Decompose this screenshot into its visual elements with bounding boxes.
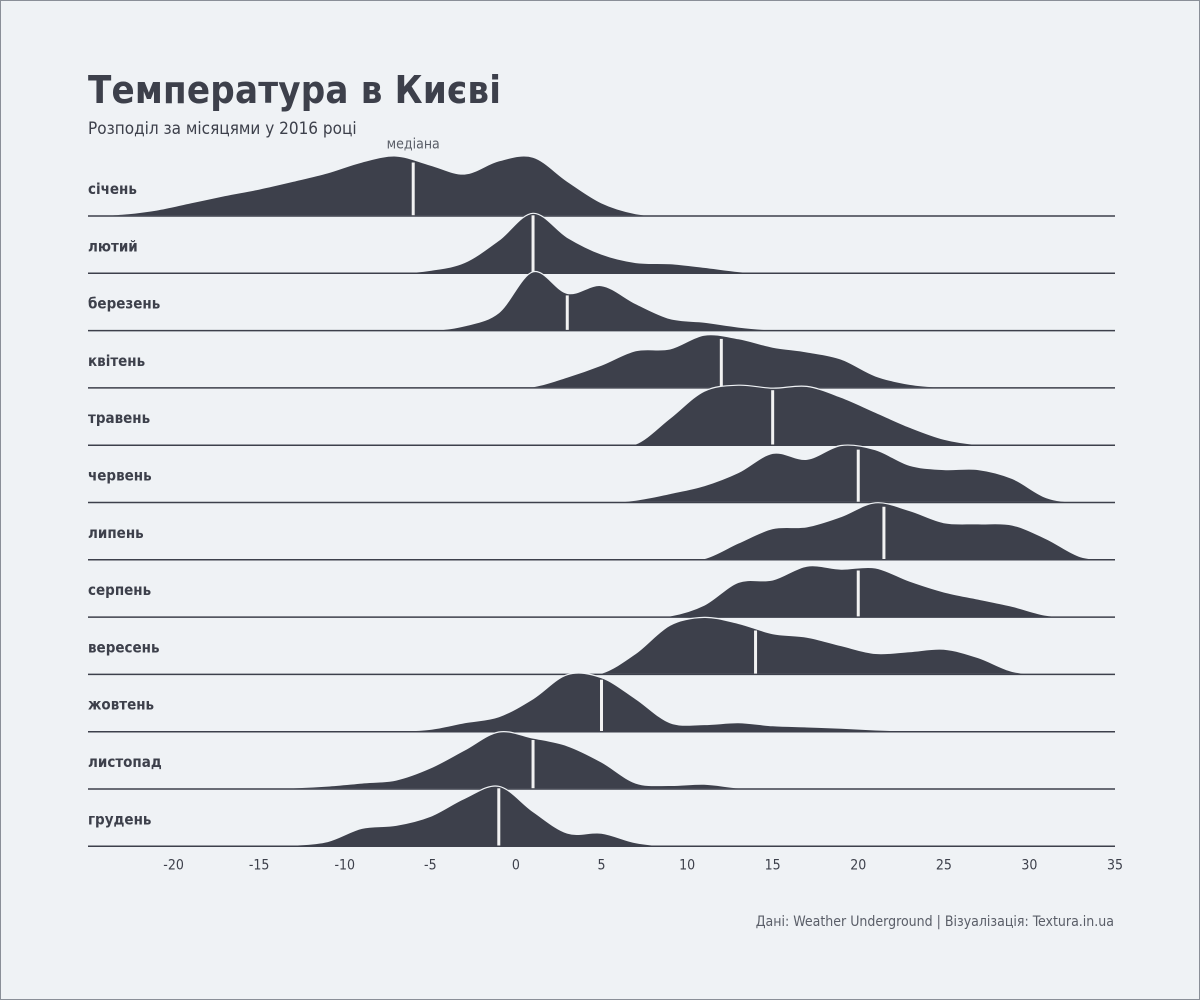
source-caption: Дані: Weather Underground | Візуалізація… bbox=[755, 914, 1114, 930]
x-tick-label: -20 bbox=[163, 857, 184, 873]
x-tick-label: 20 bbox=[850, 857, 866, 873]
x-tick-label: 10 bbox=[679, 857, 695, 873]
ridge-row: травень bbox=[88, 384, 1115, 447]
density-area bbox=[88, 334, 1115, 389]
x-tick-label: 15 bbox=[765, 857, 781, 873]
month-label: серпень bbox=[88, 581, 151, 599]
x-tick-label: 25 bbox=[936, 857, 952, 873]
density-area bbox=[87, 155, 1115, 217]
month-label: травень bbox=[88, 409, 150, 427]
median-annotation: медіана bbox=[387, 137, 440, 153]
density-area bbox=[88, 565, 1116, 618]
density-area bbox=[87, 502, 1116, 561]
month-label: вересень bbox=[88, 638, 160, 656]
month-label: грудень bbox=[88, 810, 151, 828]
month-label: лютий bbox=[88, 237, 138, 255]
ridge-row: березень bbox=[88, 271, 1115, 332]
ridge-row: липень bbox=[87, 502, 1116, 561]
ridge-row: червень bbox=[87, 444, 1116, 504]
ridge-row: серпень bbox=[88, 565, 1116, 618]
x-tick-label: 30 bbox=[1021, 857, 1037, 873]
density-area bbox=[87, 730, 1115, 790]
month-label: червень bbox=[88, 467, 152, 485]
month-label: жовтень bbox=[88, 696, 154, 714]
month-label: березень bbox=[88, 295, 160, 313]
month-label: січень bbox=[88, 180, 137, 198]
ridge-row: жовтень bbox=[87, 672, 1115, 733]
ridges-group: січень медіана лютий березень квітень травень… bbox=[87, 137, 1116, 848]
x-tick-label: 5 bbox=[597, 857, 605, 873]
density-area bbox=[87, 212, 1115, 275]
density-area bbox=[87, 444, 1116, 504]
ridge-row: лютий bbox=[87, 212, 1115, 275]
density-area bbox=[88, 271, 1115, 332]
month-label: квітень bbox=[88, 352, 145, 370]
chart-title: Температура в Києві bbox=[88, 68, 502, 112]
month-label: липень bbox=[88, 524, 144, 542]
ridge-row: грудень bbox=[87, 785, 1115, 848]
density-area bbox=[88, 384, 1115, 447]
x-tick-label: 0 bbox=[512, 857, 520, 873]
x-axis: -20 -15 -10 -5 0 5 10 15 20 25 30 35 bbox=[163, 857, 1123, 873]
x-tick-label: -10 bbox=[334, 857, 355, 873]
ridge-row: вересень bbox=[88, 616, 1115, 676]
ridge-row: листопад bbox=[87, 730, 1115, 790]
x-tick-label: -15 bbox=[249, 857, 270, 873]
density-area bbox=[88, 616, 1115, 676]
x-tick-label: -5 bbox=[424, 857, 437, 873]
ridge-row: квітень bbox=[88, 334, 1115, 389]
month-label: листопад bbox=[88, 753, 162, 771]
density-area bbox=[87, 785, 1115, 848]
chart-subtitle: Розподіл за місяцями у 2016 році bbox=[88, 119, 357, 139]
ridge-row: січень медіана bbox=[87, 137, 1115, 217]
x-tick-label: 35 bbox=[1107, 857, 1123, 873]
